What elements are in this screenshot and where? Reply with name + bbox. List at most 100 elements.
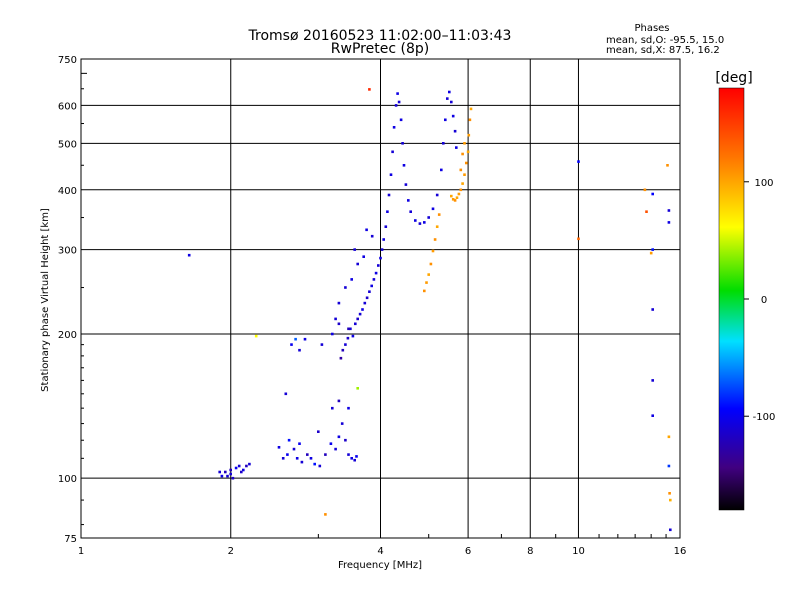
data-point-o-mode [365, 296, 369, 300]
x-tick-label: 8 [527, 546, 533, 557]
data-point-o-mode [281, 457, 285, 460]
y-tick-label: 400 [58, 186, 77, 197]
y-tick-label: 500 [58, 139, 77, 150]
data-point-x-mode [649, 251, 653, 255]
data-point-o-mode [667, 464, 671, 468]
data-point-o-mode [347, 453, 350, 456]
data-point-o-mode [353, 248, 356, 251]
data-point-o-mode [379, 256, 382, 260]
data-point-o-mode [407, 199, 410, 202]
data-point-x-mode [667, 435, 671, 439]
data-point-o-mode [339, 356, 343, 360]
data-point-o-mode [294, 337, 297, 341]
colorbar-label: [deg] [715, 70, 752, 86]
data-points [187, 88, 672, 532]
data-point-o-mode [300, 460, 304, 464]
data-point-x-mode [468, 118, 472, 122]
data-point-o-mode [382, 238, 385, 241]
data-point-o-mode [287, 438, 291, 442]
data-point-o-mode [389, 173, 393, 176]
data-point-x-mode [455, 196, 459, 199]
data-point-o-mode [651, 248, 654, 251]
data-point-o-mode [397, 100, 401, 104]
data-point-o-mode [309, 457, 313, 460]
data-point-x-mode [368, 88, 371, 91]
data-point-o-mode [344, 343, 347, 346]
data-point-o-mode [451, 114, 455, 118]
data-point-o-mode [450, 100, 453, 104]
data-point-o-mode [414, 219, 417, 222]
data-point-o-mode [401, 142, 404, 145]
data-point-o-mode [298, 442, 301, 445]
data-point-o-mode [384, 225, 388, 228]
data-point-o-mode [440, 168, 443, 172]
data-point-o-mode [418, 222, 422, 225]
data-point-o-mode [324, 453, 327, 456]
data-point-o-mode [358, 312, 362, 316]
grid-lines [81, 59, 680, 538]
data-point-o-mode [331, 406, 334, 410]
data-point-o-mode [286, 453, 289, 456]
data-point-x-mode [669, 498, 672, 502]
chart-title: Tromsø 20160523 11:02:00–11:03:43 [248, 28, 512, 44]
data-point-x-mode [643, 188, 647, 192]
phase-summary-heading: Phases [634, 23, 669, 34]
data-point-x-mode [435, 225, 439, 228]
data-point-o-mode [344, 438, 347, 442]
data-point-o-mode [306, 453, 309, 456]
colorbar-tick-label: 0 [761, 295, 767, 306]
data-point-o-mode [431, 207, 435, 211]
data-point-o-mode [353, 458, 356, 462]
x-axis-label: Frequency [MHz] [338, 560, 422, 571]
data-point-o-mode [356, 317, 359, 321]
data-point-o-mode [370, 284, 373, 288]
data-point-o-mode [386, 210, 389, 213]
colorbar-tick-label: 100 [754, 178, 773, 189]
data-point-o-mode [331, 332, 334, 336]
data-point-o-mode [350, 457, 353, 460]
data-point-x-mode [461, 182, 464, 185]
data-point-o-mode [363, 301, 367, 305]
data-point-o-mode [354, 322, 357, 326]
data-point-x-mode [459, 188, 463, 192]
phase-summary: Phases mean, sd,O: -95.5, 15.0 mean, sd,… [606, 23, 724, 56]
data-point-x-mode [433, 238, 437, 241]
data-point-o-mode [402, 164, 406, 167]
data-point-o-mode [651, 379, 654, 382]
data-point-o-mode [234, 466, 238, 470]
y-tick-label: 600 [58, 101, 77, 112]
y-tick-label: 75 [64, 534, 77, 545]
data-point-x-mode [463, 173, 466, 176]
data-point-o-mode [372, 278, 376, 281]
data-point-o-mode [368, 290, 371, 293]
data-point-o-mode [392, 126, 396, 129]
data-point-o-mode [277, 446, 281, 449]
data-point-o-mode [344, 286, 347, 289]
data-point-o-mode [295, 457, 299, 460]
phase-summary-x: mean, sd,X: 87.5, 16.2 [606, 45, 720, 56]
data-point-o-mode [245, 464, 248, 468]
data-point-o-mode [394, 104, 398, 107]
data-point-o-mode [350, 278, 353, 281]
data-point-o-mode [229, 472, 232, 476]
colorbar: [deg] 100 0 -100 [715, 70, 775, 511]
data-point-o-mode [303, 337, 307, 341]
data-point-o-mode [351, 334, 355, 338]
data-point-x-mode [425, 281, 428, 284]
data-point-x-mode [356, 387, 359, 390]
data-point-o-mode [435, 193, 439, 197]
data-point-o-mode [329, 442, 333, 445]
x-tick-label: 1 [78, 546, 84, 557]
data-point-o-mode [442, 142, 445, 145]
x-tick-label: 2 [228, 546, 234, 557]
y-tick-label: 750 [58, 55, 77, 66]
data-point-o-mode [387, 193, 391, 197]
data-point-o-mode [337, 301, 341, 305]
data-point-o-mode [240, 470, 243, 474]
data-point-x-mode [469, 107, 473, 111]
data-point-o-mode [248, 462, 251, 466]
y-tick-label: 300 [58, 246, 77, 257]
data-point-o-mode [229, 468, 232, 472]
data-point-o-mode [377, 264, 380, 267]
data-point-x-mode [437, 213, 441, 216]
